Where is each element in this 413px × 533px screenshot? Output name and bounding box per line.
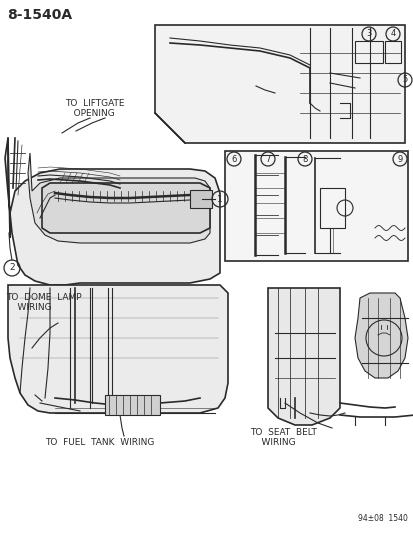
Text: 1: 1 bbox=[216, 195, 222, 204]
Bar bbox=[224, 151, 407, 261]
Text: 2: 2 bbox=[9, 263, 15, 272]
Text: 6: 6 bbox=[231, 155, 236, 164]
Text: 8: 8 bbox=[301, 155, 307, 164]
Text: TO  LIFTGATE
   OPENING: TO LIFTGATE OPENING bbox=[65, 99, 124, 118]
Text: TO  FUEL  TANK  WIRING: TO FUEL TANK WIRING bbox=[45, 438, 154, 447]
Bar bbox=[319, 188, 344, 228]
Text: TO  DOME  LAMP
    WIRING: TO DOME LAMP WIRING bbox=[6, 293, 81, 312]
Polygon shape bbox=[267, 288, 339, 425]
Text: 7: 7 bbox=[265, 155, 270, 164]
Text: 8-1540A: 8-1540A bbox=[7, 8, 72, 22]
Polygon shape bbox=[28, 153, 209, 243]
Bar bbox=[105, 395, 159, 415]
Polygon shape bbox=[5, 138, 219, 285]
Text: 5: 5 bbox=[401, 76, 407, 85]
Polygon shape bbox=[8, 285, 228, 413]
Circle shape bbox=[365, 320, 401, 356]
Text: 3: 3 bbox=[366, 29, 371, 38]
Bar bbox=[190, 190, 211, 208]
Polygon shape bbox=[42, 183, 209, 233]
Bar bbox=[354, 41, 382, 63]
Text: 9: 9 bbox=[396, 155, 402, 164]
Polygon shape bbox=[354, 293, 407, 378]
Text: TO  SEAT  BELT
    WIRING: TO SEAT BELT WIRING bbox=[249, 428, 316, 447]
Text: 94±08  1540: 94±08 1540 bbox=[357, 514, 407, 523]
Polygon shape bbox=[154, 25, 404, 143]
Text: 4: 4 bbox=[389, 29, 395, 38]
Bar bbox=[384, 41, 400, 63]
